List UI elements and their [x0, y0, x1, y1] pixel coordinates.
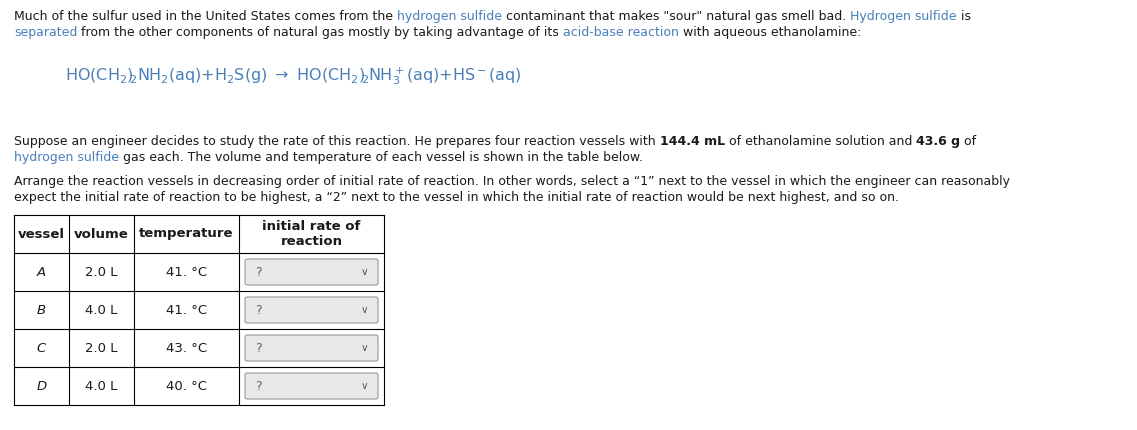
Text: initial rate of
reaction: initial rate of reaction — [263, 220, 360, 248]
Text: B: B — [36, 304, 47, 316]
Text: is: is — [956, 10, 971, 23]
Text: 2.0 L: 2.0 L — [85, 265, 118, 279]
Text: separated: separated — [14, 26, 77, 39]
Text: volume: volume — [74, 227, 128, 240]
Text: Much of the sulfur used in the United States comes from the: Much of the sulfur used in the United St… — [14, 10, 397, 23]
Text: ∨: ∨ — [360, 305, 368, 315]
FancyBboxPatch shape — [244, 297, 377, 323]
Text: ?: ? — [255, 341, 262, 354]
Text: 41. °C: 41. °C — [166, 304, 207, 316]
Text: with aqueous ethanolamine:: with aqueous ethanolamine: — [679, 26, 862, 39]
Text: 144.4 mL: 144.4 mL — [659, 135, 724, 148]
Text: ?: ? — [255, 380, 262, 393]
Text: C: C — [36, 341, 47, 354]
FancyBboxPatch shape — [244, 373, 377, 399]
Text: from the other components of natural gas mostly by taking advantage of its: from the other components of natural gas… — [77, 26, 563, 39]
Text: temperature: temperature — [139, 227, 234, 240]
Text: hydrogen sulfide: hydrogen sulfide — [14, 151, 119, 164]
Text: Arrange the reaction vessels in decreasing order of initial rate of reaction. In: Arrange the reaction vessels in decreasi… — [14, 175, 1010, 188]
FancyBboxPatch shape — [244, 335, 377, 361]
Text: Hydrogen sulfide: Hydrogen sulfide — [850, 10, 956, 23]
Text: ?: ? — [255, 304, 262, 316]
Text: 43.6 g: 43.6 g — [916, 135, 960, 148]
Text: 41. °C: 41. °C — [166, 265, 207, 279]
Text: gas each. The volume and temperature of each vessel is shown in the table below.: gas each. The volume and temperature of … — [119, 151, 644, 164]
Text: contaminant that makes "sour" natural gas smell bad.: contaminant that makes "sour" natural ga… — [503, 10, 850, 23]
Text: 43. °C: 43. °C — [166, 341, 207, 354]
Text: 2.0 L: 2.0 L — [85, 341, 118, 354]
Text: acid-base reaction: acid-base reaction — [563, 26, 679, 39]
Text: ∨: ∨ — [360, 381, 368, 391]
Text: ∨: ∨ — [360, 267, 368, 277]
Text: A: A — [36, 265, 47, 279]
Text: 4.0 L: 4.0 L — [85, 304, 118, 316]
Text: 4.0 L: 4.0 L — [85, 380, 118, 393]
Text: D: D — [36, 380, 47, 393]
Text: ?: ? — [255, 265, 262, 279]
Text: expect the initial rate of reaction to be highest, a “2” next to the vessel in w: expect the initial rate of reaction to b… — [14, 191, 899, 204]
Text: vessel: vessel — [18, 227, 65, 240]
Text: Suppose an engineer decides to study the rate of this reaction. He prepares four: Suppose an engineer decides to study the… — [14, 135, 659, 148]
Text: HO$\left(\mathregular{CH_2}\right)_{\!\!2}$NH$_2$(aq)+H$_2$S(g) $\rightarrow$ HO: HO$\left(\mathregular{CH_2}\right)_{\!\!… — [65, 65, 522, 87]
Text: 40. °C: 40. °C — [166, 380, 207, 393]
FancyBboxPatch shape — [244, 259, 377, 285]
Text: of: of — [960, 135, 977, 148]
Text: ∨: ∨ — [360, 343, 368, 353]
Text: of ethanolamine solution and: of ethanolamine solution and — [724, 135, 916, 148]
Text: hydrogen sulfide: hydrogen sulfide — [397, 10, 503, 23]
